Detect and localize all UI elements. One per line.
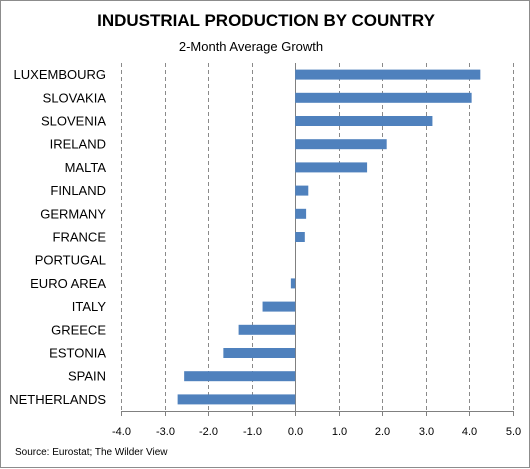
x-tick-label: 0.0 [288, 426, 303, 438]
category-label: EURO AREA [30, 276, 106, 291]
x-tick-label: -2.0 [199, 426, 218, 438]
bar-finland [295, 185, 309, 196]
bar-euro-area [290, 278, 296, 289]
chart-subtitle: 2-Month Average Growth [178, 39, 324, 54]
category-label: ITALY [72, 299, 107, 314]
bar-spain [184, 371, 296, 382]
bar-estonia [223, 348, 296, 358]
bar-ireland [295, 139, 387, 150]
x-tick-label: 2.0 [375, 426, 390, 438]
bar-malta [295, 162, 368, 173]
category-label: SLOVENIA [41, 114, 106, 129]
bar-italy [262, 301, 296, 312]
bar-greece [238, 324, 296, 335]
category-label: SPAIN [68, 369, 106, 384]
category-label: IRELAND [50, 137, 106, 152]
bar-france [295, 232, 305, 242]
bar-germany [295, 208, 307, 219]
bar-slovakia [295, 92, 472, 103]
category-label: NETHERLANDS [9, 392, 106, 407]
category-label: ESTONIA [49, 346, 106, 361]
x-tick-label: -4.0 [112, 426, 131, 438]
category-label: FINLAND [50, 183, 106, 198]
category-label: FRANCE [53, 230, 107, 245]
bar-netherlands [177, 394, 296, 405]
x-tick-label: 1.0 [332, 426, 347, 438]
category-label: LUXEMBOURG [14, 67, 106, 82]
x-tick-label: 3.0 [419, 426, 434, 438]
x-tick-label: -3.0 [156, 426, 175, 438]
bar-slovenia [295, 116, 433, 126]
category-label: SLOVAKIA [43, 90, 107, 105]
x-tick-label: 4.0 [462, 426, 477, 438]
category-label: GREECE [51, 322, 106, 337]
category-label: MALTA [65, 160, 107, 175]
x-tick-label: 5.0 [506, 426, 521, 438]
category-label: PORTUGAL [35, 253, 106, 268]
bar-luxembourg [295, 69, 481, 80]
category-label: GERMANY [40, 206, 106, 221]
source-note: Source: Eurostat; The Wilder View [15, 447, 168, 458]
x-tick-label: -1.0 [243, 426, 262, 438]
chart-title: INDUSTRIAL PRODUCTION BY COUNTRY [97, 11, 435, 30]
